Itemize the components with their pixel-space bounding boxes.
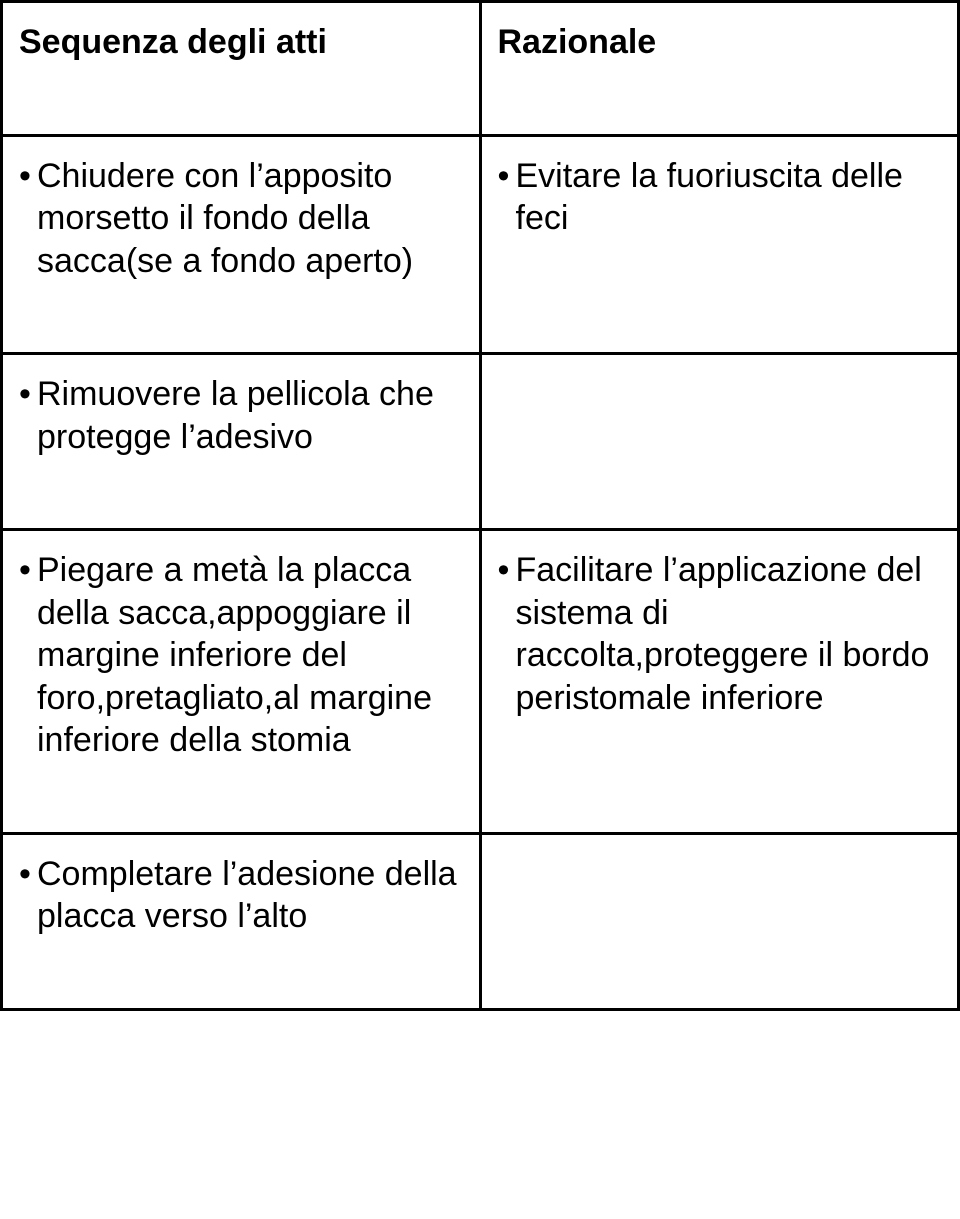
bullet-text: Completare l’adesione della placca verso…	[19, 853, 463, 938]
document-page: Sequenza degli atti Razionale Chiudere c…	[0, 0, 960, 1011]
bullet-text: Evitare la fuoriuscita delle feci	[498, 155, 942, 240]
cell-razionale	[480, 833, 959, 1009]
cell-sequenza: Rimuovere la pellicola che protegge l’ad…	[2, 354, 481, 530]
cell-razionale	[480, 354, 959, 530]
cell-sequenza: Completare l’adesione della placca verso…	[2, 833, 481, 1009]
table-row: Chiudere con l’apposito morsetto il fond…	[2, 135, 959, 354]
table-header-row: Sequenza degli atti Razionale	[2, 2, 959, 136]
table-row: Completare l’adesione della placca verso…	[2, 833, 959, 1009]
bullet-text: Chiudere con l’apposito morsetto il fond…	[19, 155, 463, 283]
table-row: Piegare a metà la placca della sacca,app…	[2, 530, 959, 834]
bullet-text: Facilitare l’applicazione del sistema di…	[498, 549, 942, 719]
bullet-text: Piegare a metà la placca della sacca,app…	[19, 549, 463, 762]
cell-razionale: Evitare la fuoriuscita delle feci	[480, 135, 959, 354]
procedure-table: Sequenza degli atti Razionale Chiudere c…	[0, 0, 960, 1011]
cell-sequenza: Chiudere con l’apposito morsetto il fond…	[2, 135, 481, 354]
table-row: Rimuovere la pellicola che protegge l’ad…	[2, 354, 959, 530]
bullet-text: Rimuovere la pellicola che protegge l’ad…	[19, 373, 463, 458]
column-header-sequenza: Sequenza degli atti	[2, 2, 481, 136]
cell-sequenza: Piegare a metà la placca della sacca,app…	[2, 530, 481, 834]
cell-razionale: Facilitare l’applicazione del sistema di…	[480, 530, 959, 834]
column-header-razionale: Razionale	[480, 2, 959, 136]
